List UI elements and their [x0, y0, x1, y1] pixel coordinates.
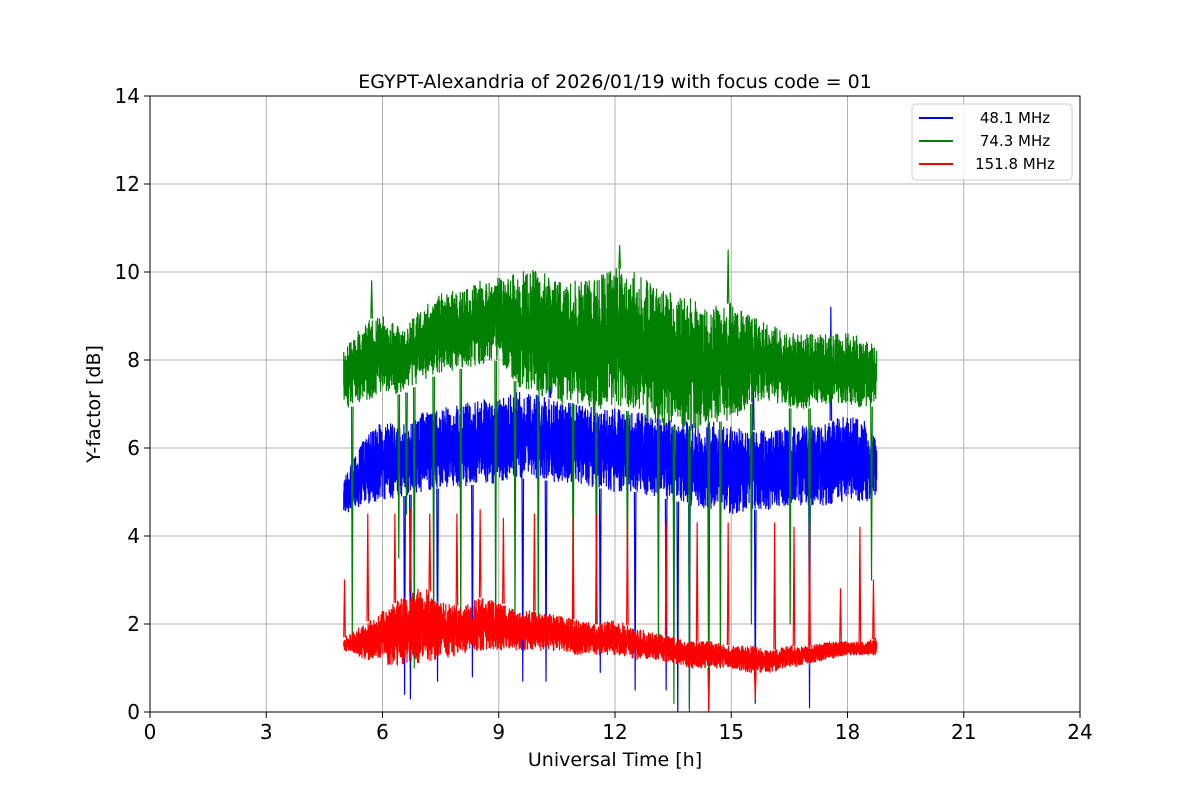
y-tick-label: 2: [127, 612, 140, 636]
x-tick-label: 0: [144, 720, 157, 744]
legend-label-2: 74.3 MHz: [980, 132, 1050, 150]
legend-label-1: 48.1 MHz: [980, 109, 1050, 127]
legend-label-3: 151.8 MHz: [975, 155, 1055, 173]
x-axis-label: Universal Time [h]: [528, 749, 702, 771]
x-tick-label: 15: [719, 720, 744, 744]
y-tick-label: 4: [127, 524, 140, 548]
x-tick-label: 6: [376, 720, 389, 744]
x-tick-label: 9: [492, 720, 505, 744]
x-tick-label: 18: [835, 720, 860, 744]
y-tick-label: 14: [115, 84, 140, 108]
chart-title: EGYPT-Alexandria of 2026/01/19 with focu…: [358, 71, 872, 93]
x-tick-label: 24: [1067, 720, 1092, 744]
y-tick-label: 0: [127, 700, 140, 724]
legend: 48.1 MHz 74.3 MHz 151.8 MHz: [911, 103, 1073, 181]
legend-frame: [911, 103, 1073, 181]
y-axis-label: Y-factor [dB]: [83, 345, 105, 464]
x-tick-label: 21: [951, 720, 976, 744]
series-layer: [343, 245, 878, 712]
x-tick-label: 12: [602, 720, 627, 744]
x-tick-label: 3: [260, 720, 273, 744]
y-tick-label: 10: [115, 260, 140, 284]
y-tick-label: 6: [127, 436, 140, 460]
y-tick-label: 8: [127, 348, 140, 372]
y-tick-label: 12: [115, 172, 140, 196]
series-line-3: [343, 509, 878, 712]
